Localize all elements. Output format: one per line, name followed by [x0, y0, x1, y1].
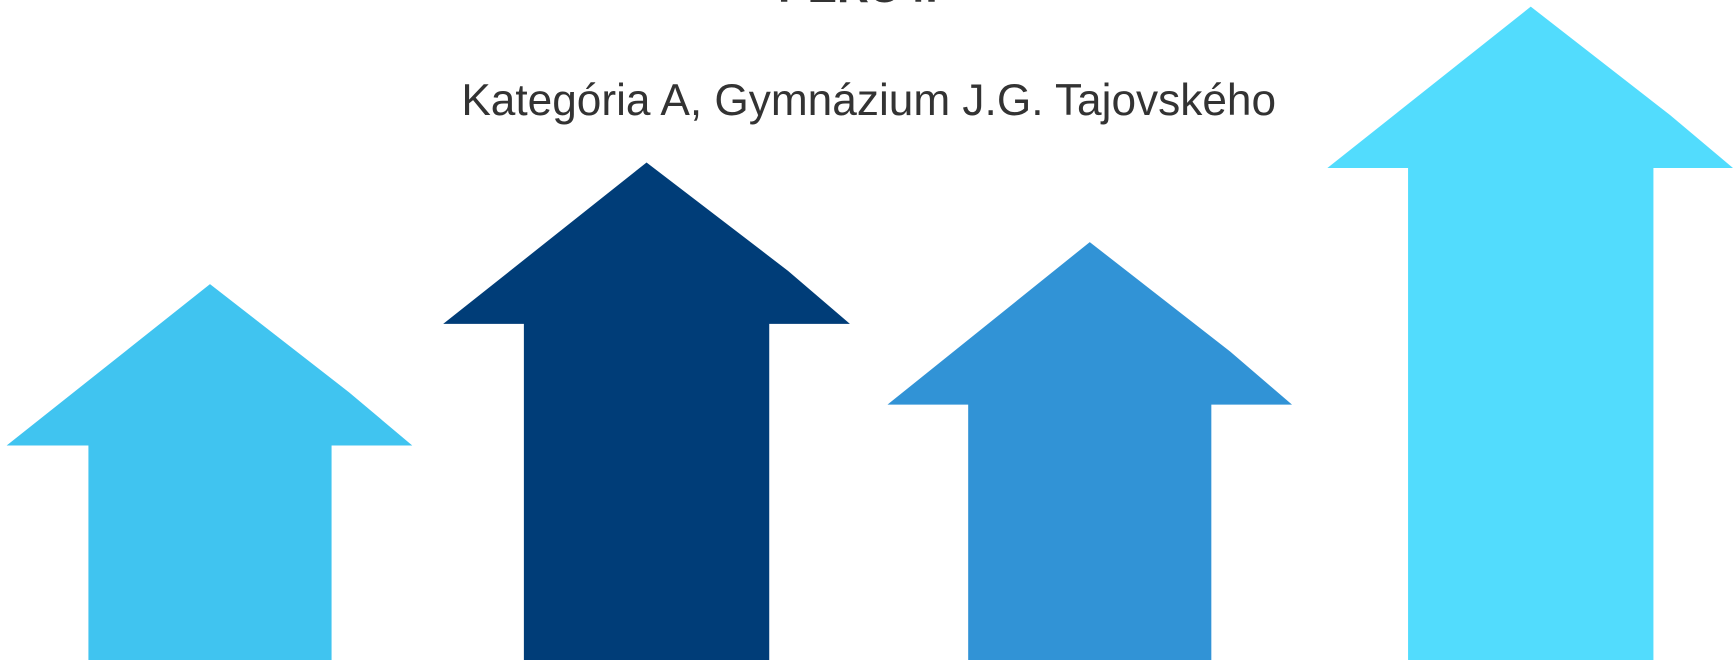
arrow: [887, 242, 1293, 660]
arrow: [443, 162, 850, 660]
title: PERU4P: [778, 0, 955, 12]
arrow: [1327, 6, 1733, 660]
arrow: [6, 284, 413, 660]
subtitle: Kategória A, Gymnázium J.G. Tajovského: [461, 76, 1276, 125]
